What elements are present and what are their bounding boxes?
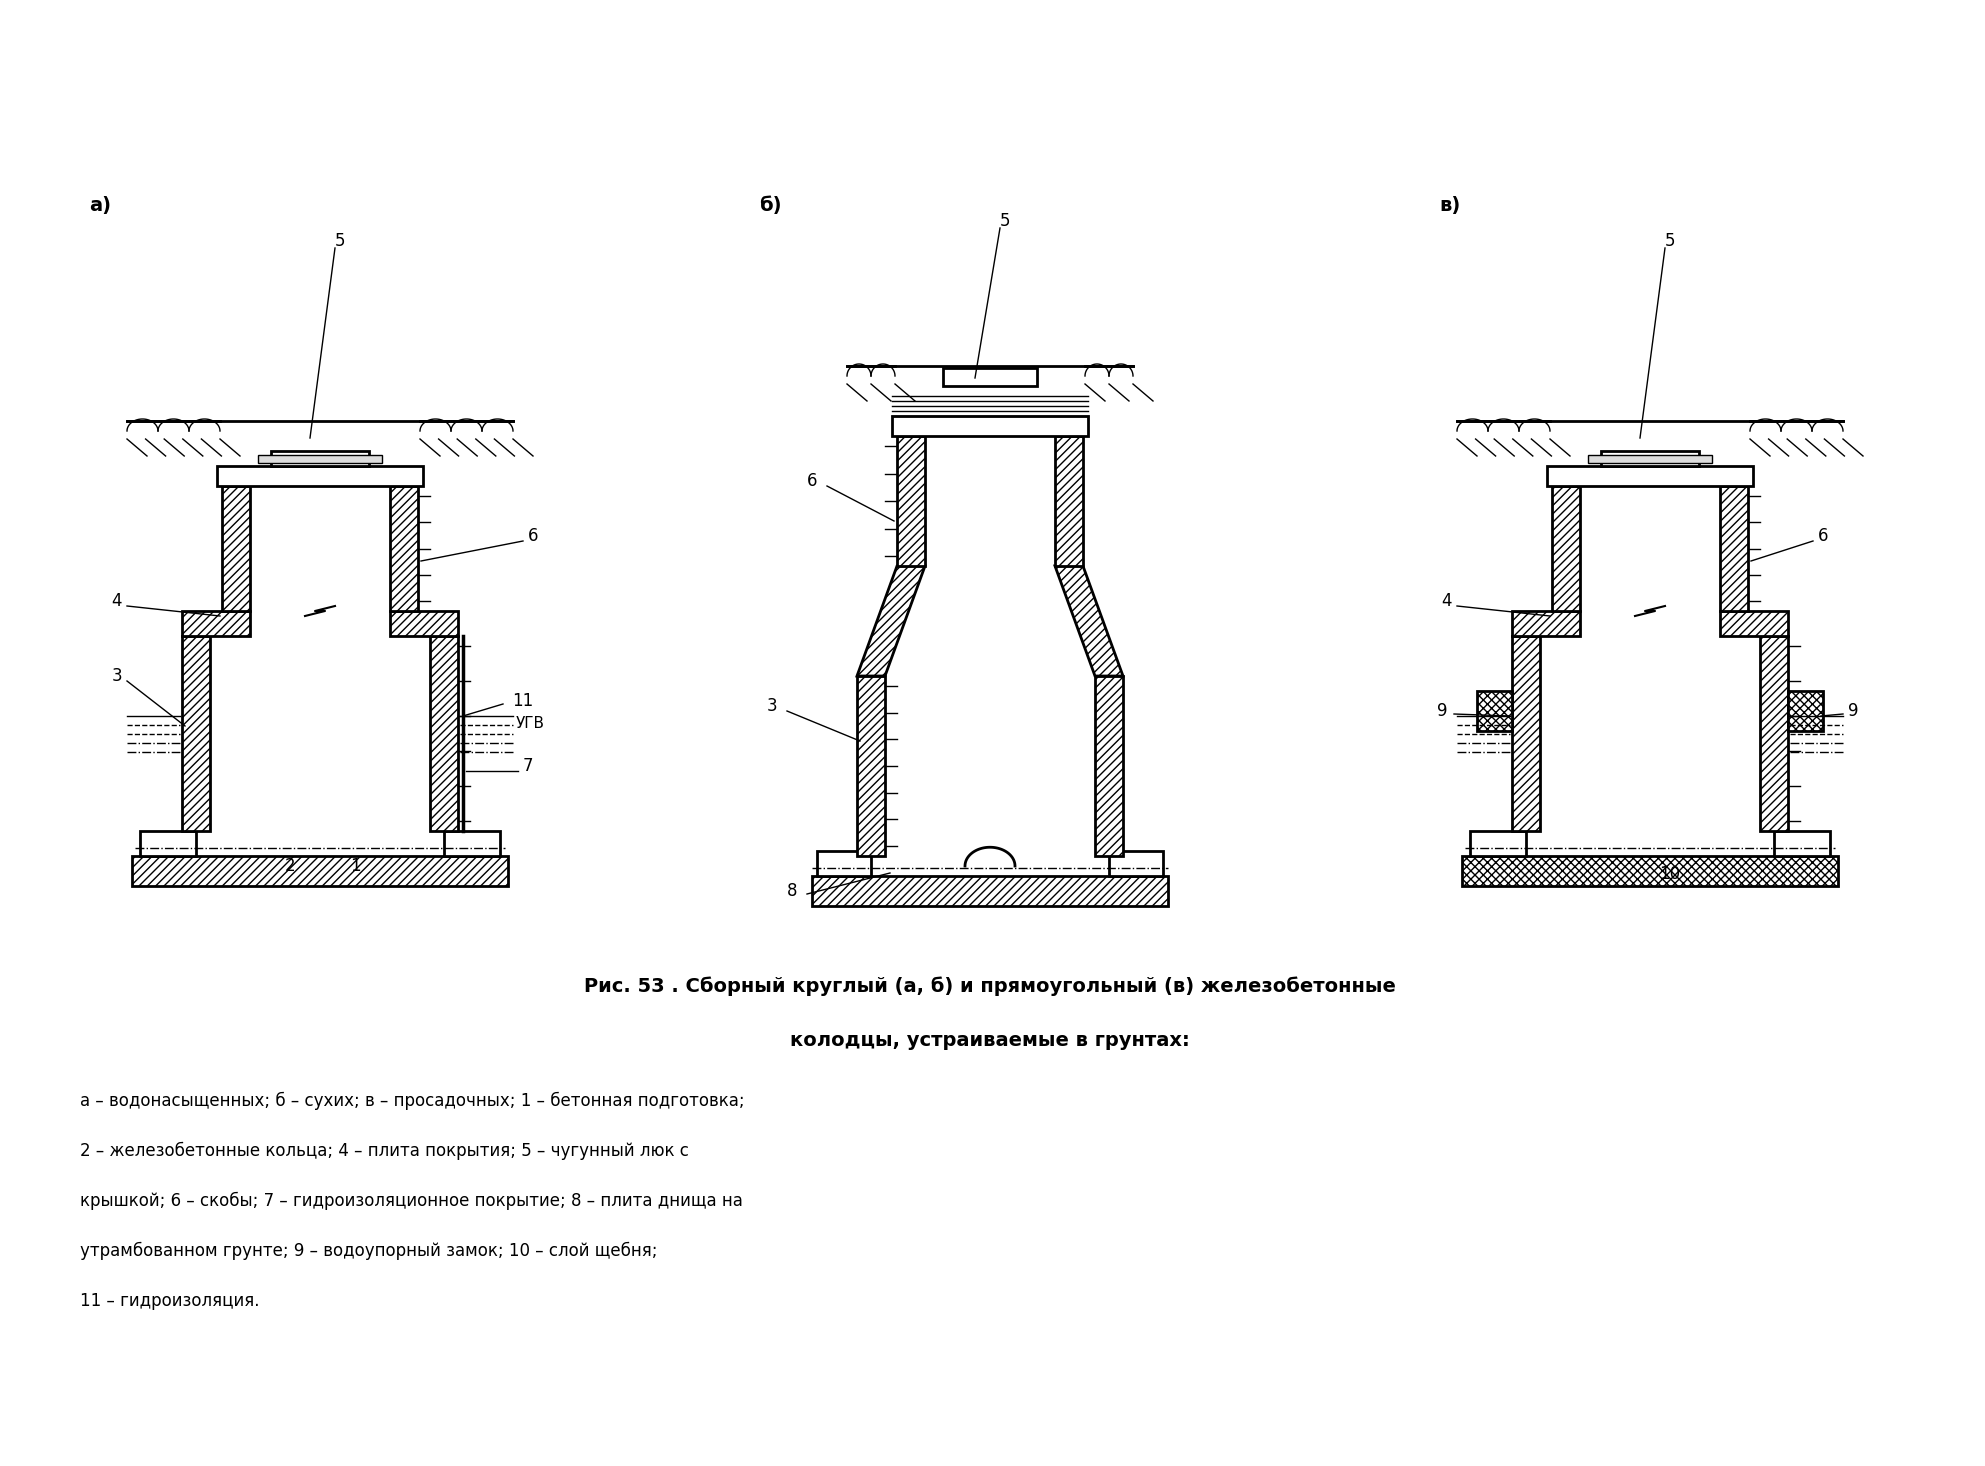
Bar [858, 676, 885, 856]
Text: 9: 9 [1848, 702, 1858, 720]
Bar [272, 452, 369, 466]
Text: 3: 3 [111, 667, 123, 685]
Text: 6: 6 [1818, 526, 1828, 545]
Bar [1719, 611, 1788, 636]
Text: 5: 5 [335, 232, 345, 251]
Bar [1513, 611, 1580, 636]
Text: колодцы, устраиваемые в грунтах:: колодцы, устраиваемые в грунтах: [790, 1032, 1189, 1051]
Bar [1788, 690, 1822, 732]
Bar [1552, 487, 1580, 611]
Text: 11 – гидроизоляция.: 11 – гидроизоляция. [79, 1292, 260, 1311]
Text: 3: 3 [766, 696, 778, 715]
Text: 10: 10 [1659, 865, 1681, 883]
Bar [1546, 466, 1753, 487]
Text: Рис. 53 . Сборный круглый (а, б) и прямоугольный (в) железобетонные: Рис. 53 . Сборный круглый (а, б) и прямо… [584, 976, 1395, 995]
Text: 8: 8 [786, 883, 798, 900]
Bar [1110, 850, 1163, 877]
Bar [1719, 487, 1749, 611]
Text: УГВ: УГВ [516, 717, 544, 732]
Bar [943, 368, 1036, 386]
Bar [1471, 831, 1526, 856]
Text: в): в) [1439, 196, 1461, 216]
Bar [1463, 856, 1838, 885]
Bar [258, 454, 381, 463]
Bar [1513, 636, 1540, 831]
Bar [389, 487, 419, 611]
Text: а – водонасыщенных; б – сухих; в – просадочных; 1 – бетонная подготовка;: а – водонасыщенных; б – сухих; в – проса… [79, 1092, 744, 1110]
Bar [1096, 676, 1124, 856]
Bar [1588, 454, 1711, 463]
Polygon shape [1054, 566, 1124, 676]
Bar [1761, 636, 1788, 831]
Bar [431, 636, 459, 831]
Text: 7: 7 [522, 756, 534, 776]
Text: 6: 6 [806, 472, 818, 490]
Polygon shape [858, 566, 925, 676]
Text: 11: 11 [512, 692, 534, 710]
Bar [812, 877, 1167, 906]
Text: 2: 2 [284, 858, 296, 875]
Text: крышкой; 6 – скобы; 7 – гидроизоляционное покрытие; 8 – плита днища на: крышкой; 6 – скобы; 7 – гидроизоляционно… [79, 1192, 742, 1209]
Bar [131, 856, 508, 885]
Bar [1054, 435, 1084, 566]
Bar [897, 435, 925, 566]
Text: 5: 5 [1000, 213, 1010, 230]
Bar [445, 831, 500, 856]
Bar [183, 636, 210, 831]
Bar [818, 850, 871, 877]
Text: 2 – железобетонные кольца; 4 – плита покрытия; 5 – чугунный люк с: 2 – железобетонные кольца; 4 – плита пок… [79, 1142, 689, 1160]
Text: утрамбованном грунте; 9 – водоупорный замок; 10 – слой щебня;: утрамбованном грунте; 9 – водоупорный за… [79, 1242, 657, 1261]
Bar [1477, 690, 1513, 732]
Bar [1602, 452, 1699, 466]
Bar [891, 416, 1088, 435]
Bar [216, 466, 423, 487]
Text: 9: 9 [1437, 702, 1447, 720]
Bar [389, 611, 459, 636]
Text: 4: 4 [1441, 592, 1453, 610]
Text: 1: 1 [349, 858, 361, 875]
Text: 6: 6 [528, 526, 538, 545]
Text: а): а) [89, 196, 111, 216]
Bar [183, 611, 250, 636]
Bar [222, 487, 250, 611]
Text: б): б) [758, 196, 782, 216]
Text: 4: 4 [111, 592, 123, 610]
Bar [141, 831, 197, 856]
Bar [1775, 831, 1830, 856]
Text: 5: 5 [1665, 232, 1675, 251]
